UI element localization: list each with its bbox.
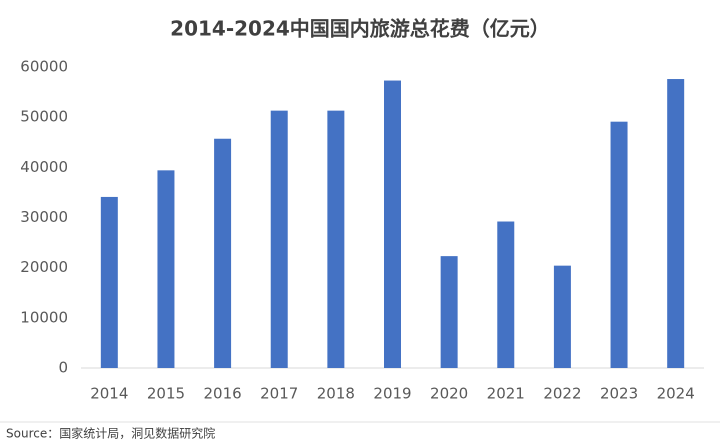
x-tick-label: 2019 (373, 385, 411, 403)
y-tick-label: 60000 (20, 58, 68, 76)
bar (157, 170, 175, 368)
y-tick-label: 20000 (20, 258, 68, 276)
bar (327, 110, 345, 369)
x-tick-label: 2021 (487, 385, 525, 403)
chart-title: 2014-2024中国国内旅游总花费（亿元） (170, 17, 550, 41)
bar (497, 221, 515, 368)
x-tick-label: 2015 (147, 385, 185, 403)
bar (384, 80, 401, 369)
x-tick-label: 2022 (543, 385, 581, 403)
x-tick-label: 2024 (657, 385, 695, 403)
y-tick-label: 30000 (20, 208, 68, 226)
x-tick-label: 2020 (430, 385, 468, 403)
bar (440, 256, 458, 368)
bar (667, 79, 685, 368)
y-tick-label: 0 (58, 359, 68, 377)
bar (214, 138, 232, 368)
y-tick-label: 10000 (20, 308, 68, 326)
x-tick-label: 2018 (317, 385, 355, 403)
x-tick-label: 2017 (260, 385, 298, 403)
x-tick-label: 2016 (203, 385, 241, 403)
x-tick-label: 2014 (90, 385, 128, 403)
bar (100, 196, 118, 368)
bar (553, 265, 571, 368)
y-tick-label: 40000 (20, 158, 68, 176)
y-tick-label: 50000 (20, 108, 68, 126)
source-note: Source：国家统计局，洞见数据研究院 (6, 426, 215, 441)
bar (610, 121, 628, 368)
x-tick-label: 2023 (600, 385, 638, 403)
bar (270, 110, 288, 369)
